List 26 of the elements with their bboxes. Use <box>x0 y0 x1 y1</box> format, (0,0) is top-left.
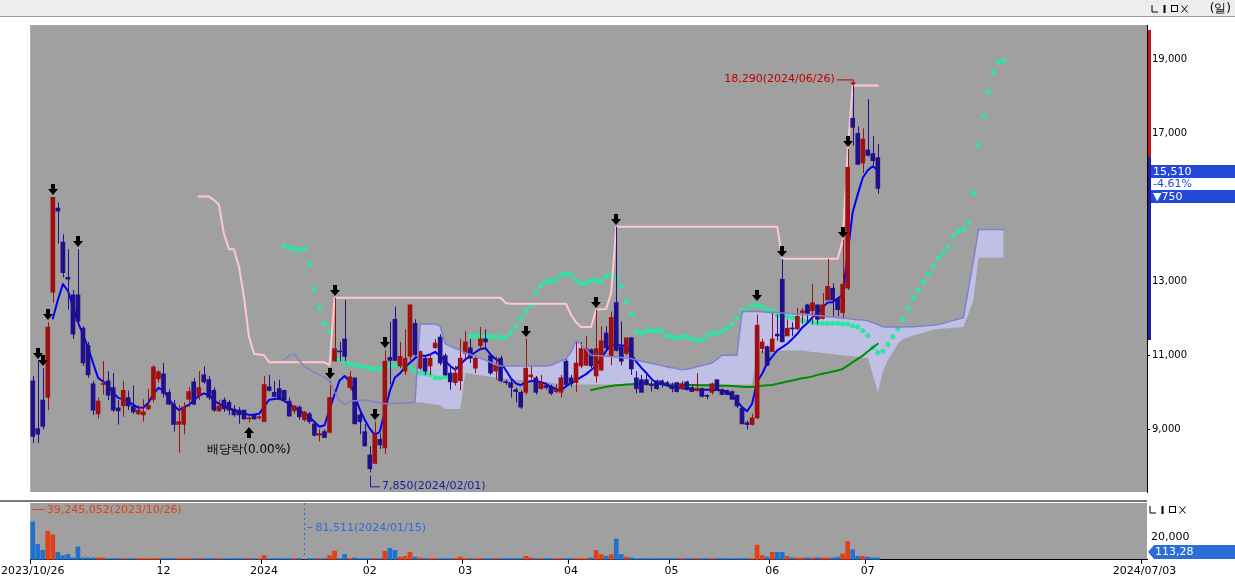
x-tick-label: 04 <box>563 564 578 578</box>
text: 113,28 <box>1155 544 1194 558</box>
annotation: 18,290(2024/06/26) <box>724 72 835 86</box>
x-tick-label: 2023/10/26 <box>1 564 65 578</box>
x-tick-label: 12 <box>156 564 171 578</box>
y-tick-label: 9,000 <box>1152 423 1181 435</box>
x-tick-label: 02 <box>362 564 377 578</box>
annotation: 81,511(2024/01/15) <box>315 520 426 534</box>
x-tick-label: 2024/07/03 <box>1112 564 1177 578</box>
x-tick-label: 06 <box>765 564 780 578</box>
x-tick-label: 2024 <box>250 564 279 578</box>
x-tick-label: 05 <box>664 564 679 578</box>
x-tick-label: 07 <box>860 564 875 578</box>
annotation: 7,850(2024/02/01) <box>382 479 486 493</box>
y-tick-label: 11,000 <box>1152 349 1187 361</box>
annotation: 배당락(0.00%) <box>207 441 291 456</box>
text: (일) <box>1209 1 1231 15</box>
y-tick-label: 13,000 <box>1152 275 1187 287</box>
y-tick-label: 19,000 <box>1152 52 1187 64</box>
text: -4.61% <box>1153 176 1192 190</box>
text: ▼750 <box>1153 189 1183 203</box>
text: 20,000 <box>1151 529 1190 543</box>
x-tick-label: 03 <box>458 564 473 578</box>
text: 15,510 <box>1153 164 1192 178</box>
text: 39,245,052(2023/10/26) <box>46 502 182 516</box>
y-tick-label: 17,000 <box>1152 126 1187 138</box>
